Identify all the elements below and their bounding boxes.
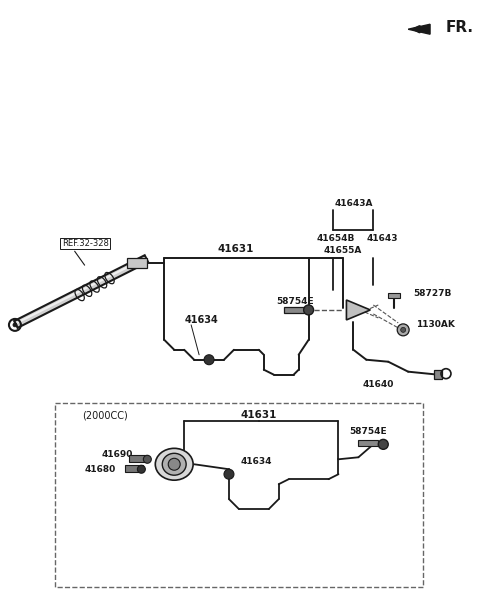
Text: 41631: 41631 — [240, 410, 277, 421]
Text: 41634: 41634 — [184, 315, 218, 325]
Text: FR.: FR. — [446, 20, 474, 35]
Circle shape — [144, 455, 151, 463]
Ellipse shape — [162, 454, 186, 475]
Text: 41643A: 41643A — [334, 199, 372, 208]
Polygon shape — [408, 24, 430, 34]
Circle shape — [13, 323, 17, 327]
Text: 58727B: 58727B — [413, 289, 452, 298]
Text: 41654B: 41654B — [317, 234, 355, 243]
Bar — [55, 403, 423, 587]
Bar — [130, 455, 147, 462]
Text: REF.32-328: REF.32-328 — [62, 239, 108, 248]
Text: (2000CC): (2000CC) — [82, 410, 127, 421]
Bar — [359, 440, 378, 446]
Bar — [284, 307, 304, 313]
Text: 41690: 41690 — [102, 450, 133, 459]
Circle shape — [304, 305, 313, 315]
Polygon shape — [347, 300, 371, 320]
Text: 41631: 41631 — [218, 244, 254, 254]
Circle shape — [378, 439, 388, 449]
Text: 41643: 41643 — [366, 234, 398, 243]
Circle shape — [137, 465, 145, 473]
Text: 41680: 41680 — [84, 465, 116, 474]
Text: 41640: 41640 — [362, 380, 394, 389]
Circle shape — [397, 324, 409, 336]
Text: 58754E: 58754E — [349, 427, 387, 436]
Text: 41634: 41634 — [241, 457, 273, 466]
Bar — [434, 370, 442, 379]
Bar — [127, 258, 147, 268]
Text: 58754E: 58754E — [277, 298, 314, 307]
Circle shape — [224, 469, 234, 479]
Text: 41655A: 41655A — [324, 246, 362, 255]
Ellipse shape — [156, 448, 193, 480]
Text: 1130AK: 1130AK — [416, 320, 455, 329]
Ellipse shape — [168, 458, 180, 470]
Circle shape — [204, 355, 214, 365]
Bar — [125, 465, 144, 472]
Circle shape — [401, 328, 406, 332]
Bar — [388, 293, 400, 298]
